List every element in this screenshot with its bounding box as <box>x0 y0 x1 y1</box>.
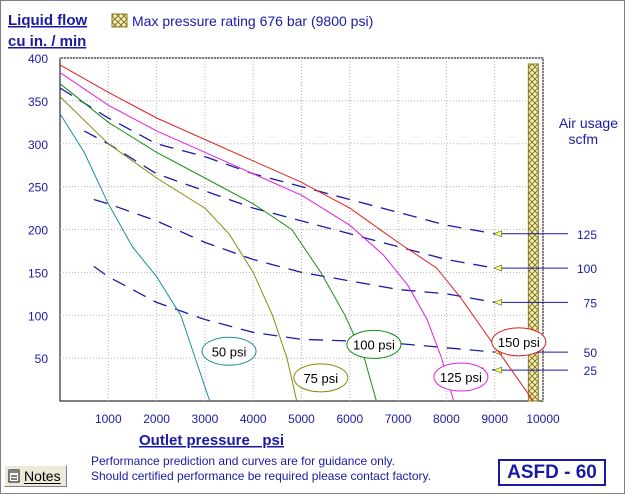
pressure-curves <box>59 64 534 402</box>
curve-150-psi <box>59 64 534 402</box>
air-usage-line-75 <box>93 198 495 304</box>
air-usage-label-50: 50 <box>584 346 598 360</box>
footer-disclaimer: Performance prediction and curves are fo… <box>91 454 491 484</box>
notes-button-label: Notes <box>24 468 61 484</box>
curve-label-ellipse <box>491 327 547 357</box>
air-usage-label-75: 75 <box>584 296 598 310</box>
x-tick-label: 9000 <box>481 412 508 426</box>
curve-labels: 50 psi 75 psi 100 psi 125 psi 150 psi <box>201 327 547 393</box>
curve-125-psi <box>59 72 455 402</box>
legend-max-pressure-label: Max pressure rating 676 bar (9800 psi) <box>132 13 373 29</box>
y-axis-title-line1: Liquid flow <box>8 12 87 29</box>
notes-button[interactable]: Notes <box>4 465 67 487</box>
y-tick-label: 100 <box>28 309 48 323</box>
x-tick-label: 5000 <box>288 412 315 426</box>
y-tick-label: 400 <box>28 52 48 66</box>
air-usage-line-100 <box>83 130 495 269</box>
y-tick-label: 150 <box>28 266 48 280</box>
air-usage-label-125: 125 <box>577 228 597 242</box>
x-tick-labels: 1000 2000 3000 4000 5000 6000 7000 8000 9000 1000… <box>95 412 560 426</box>
x-tick-label: 4000 <box>240 412 267 426</box>
curve-label-100-psi: 100 psi <box>353 337 395 352</box>
x-tick-label: 1000 <box>95 412 122 426</box>
air-usage-title-line2: scfm <box>568 131 598 147</box>
x-tick-label: 10000 <box>526 412 560 426</box>
air-usage-arrow <box>492 230 502 238</box>
air-usage-arrow <box>492 264 502 272</box>
notes-icon <box>8 469 20 483</box>
x-tick-label: 2000 <box>143 412 170 426</box>
y-tick-label: 350 <box>28 95 48 109</box>
y-tick-label: 250 <box>28 181 48 195</box>
x-tick-label: 7000 <box>385 412 412 426</box>
max-pressure-hatch-bar <box>527 63 539 402</box>
footer-line2: Should certified performance be required… <box>91 469 431 483</box>
air-usage-line-125 <box>59 87 495 235</box>
curve-label-150-psi: 150 psi <box>498 335 540 350</box>
footer-line1: Performance prediction and curves are fo… <box>91 454 395 468</box>
curve-label-ellipse <box>346 329 402 359</box>
chart-canvas: Liquid flow cu in. / min Max pressure ra… <box>8 12 618 449</box>
curve-label-50-psi: 50 psi <box>212 344 247 359</box>
x-tick-label: 8000 <box>433 412 460 426</box>
y-axis-title-line2: cu in. / min <box>8 33 86 50</box>
air-usage-labels: 125 100 75 50 25 <box>577 228 597 378</box>
curve-label-125-psi: 125 psi <box>440 370 482 385</box>
y-tick-label: 200 <box>28 224 48 238</box>
curve-75-psi <box>59 96 298 402</box>
air-usage-label-25: 25 <box>584 364 598 378</box>
model-badge: ASFD - 60 <box>498 459 606 486</box>
curve-label-75-psi: 75 psi <box>303 371 338 386</box>
y-tick-label: 50 <box>35 352 49 366</box>
air-usage-label-100: 100 <box>577 262 597 276</box>
x-tick-label: 6000 <box>336 412 363 426</box>
curve-label-ellipse <box>433 362 489 392</box>
air-usage-title-line1: Air usage <box>559 115 618 131</box>
curve-50-psi <box>59 113 211 402</box>
legend-hatch-swatch <box>111 13 128 28</box>
air-usage-arrow <box>492 366 502 374</box>
curve-label-ellipse <box>201 336 257 366</box>
x-axis-title: Outlet pressure psi <box>139 432 284 449</box>
y-tick-labels: 50 100 150 200 250 300 350 400 <box>28 52 48 366</box>
x-tick-label: 3000 <box>192 412 219 426</box>
curve-label-ellipse <box>293 363 349 393</box>
air-usage-arrow <box>492 299 502 306</box>
y-tick-label: 300 <box>28 138 48 152</box>
